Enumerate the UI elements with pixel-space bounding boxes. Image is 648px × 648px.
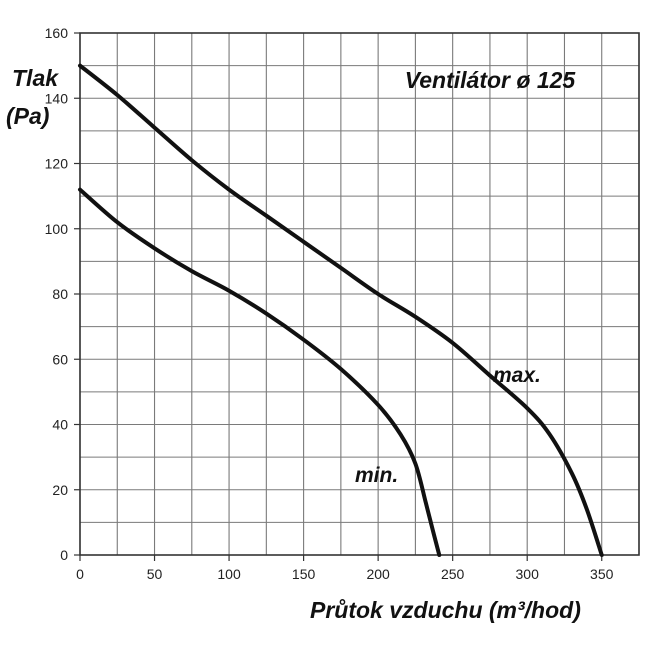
tick-labels: 0 50 100 150 200 250 300 350 0 20 40 60 80 100 120 140 1…	[45, 25, 614, 582]
x-tick-label: 350	[590, 566, 614, 582]
y-tick-label: 100	[45, 221, 69, 237]
x-tick-label: 150	[292, 566, 316, 582]
chart-title: Ventilátor ø 125	[405, 67, 577, 93]
grid	[79, 32, 640, 556]
y-tick-label: 20	[52, 482, 68, 498]
x-axis-label: Průtok vzduchu (m³/hod)	[310, 597, 581, 623]
x-tick-label: 0	[76, 566, 84, 582]
series-label-min: min.	[355, 464, 398, 487]
x-tick-label: 50	[147, 566, 163, 582]
y-tick-label: 60	[52, 351, 68, 367]
series-line-min	[78, 187, 442, 557]
y-tick-label: 160	[45, 25, 69, 41]
x-tick-label: 100	[217, 566, 241, 582]
series-line-max	[78, 63, 604, 557]
y-tick-label: 40	[52, 417, 68, 433]
y-tick-label: 0	[60, 547, 68, 563]
x-tick-label: 200	[366, 566, 390, 582]
y-tick-label: 120	[45, 156, 69, 172]
y-tick-label: 140	[45, 90, 69, 106]
series-lines	[78, 63, 604, 557]
y-axis-label-line2: (Pa)	[6, 103, 49, 129]
y-tick-label: 80	[52, 286, 68, 302]
y-axis-label-line1: Tlak	[12, 65, 59, 91]
x-tick-label: 250	[441, 566, 465, 582]
series-label-max: max.	[493, 364, 541, 387]
x-tick-label: 300	[516, 566, 540, 582]
